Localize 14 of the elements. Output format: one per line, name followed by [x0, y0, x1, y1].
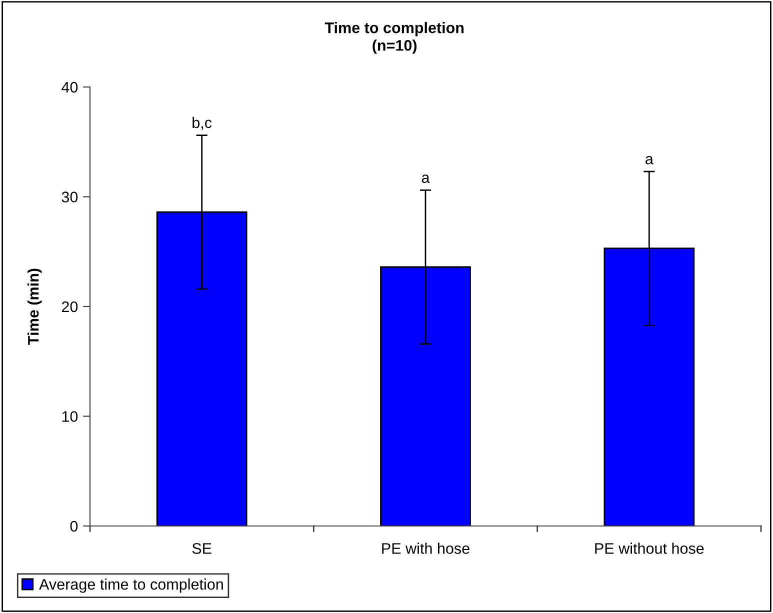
annotation: a	[422, 174, 430, 183]
x-tick-label: PE without hose	[595, 542, 704, 554]
y-tick-label: 30	[62, 192, 78, 202]
x-tick-label: PE with hose	[382, 542, 470, 554]
annotation: b,c	[192, 116, 212, 130]
annotation: a	[646, 156, 654, 164]
y-tick-label: 0	[70, 520, 78, 532]
chart-title: Time to completion (n=10)	[324, 22, 464, 54]
y-axis-title: Time (min)	[28, 268, 42, 345]
legend-label: Average time to completion	[39, 578, 223, 593]
y-tick-label: 20	[62, 301, 78, 312]
x-tick-label: SE	[192, 543, 212, 554]
y-tick-label: 40	[62, 82, 78, 93]
y-tick-label: 10	[62, 411, 78, 422]
